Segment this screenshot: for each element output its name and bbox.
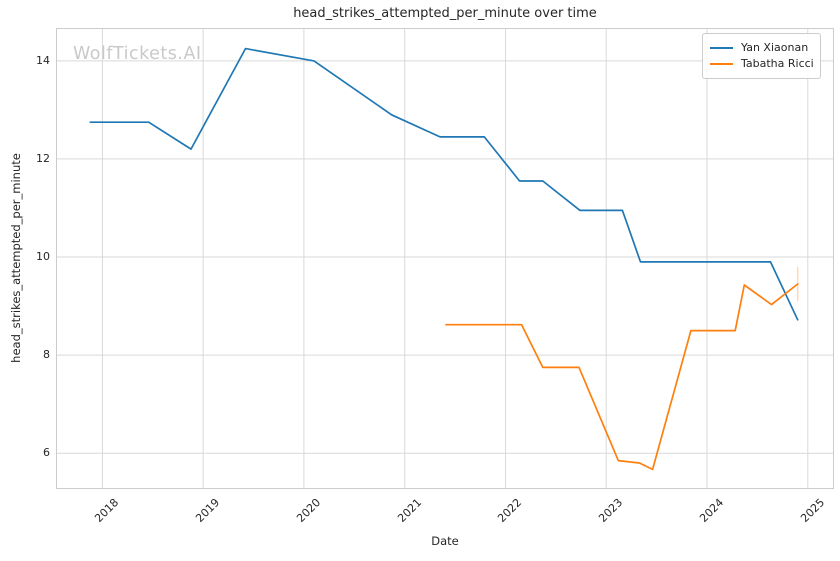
x-axis-label: Date [431, 534, 459, 548]
legend-label: Yan Xiaonan [741, 41, 809, 54]
y-tick-label: 8 [43, 348, 50, 362]
x-tick-label: 2024 [697, 496, 727, 525]
x-tick-label: 2023 [596, 496, 626, 525]
plot-border [56, 28, 834, 489]
legend-label: Tabatha Ricci [741, 57, 814, 70]
legend-line-swatch [710, 46, 733, 49]
x-tick-label: 2021 [394, 496, 424, 525]
x-tick-label: 2019 [193, 496, 223, 525]
x-tick-label: 2022 [495, 496, 525, 525]
legend-line-swatch [710, 62, 733, 65]
y-tick-label: 14 [36, 53, 50, 67]
watermark: WolfTickets.AI [73, 44, 202, 64]
plot-area: WolfTickets.AI Yan Xiaonan Tabatha Ricci [56, 28, 834, 489]
y-tick-label: 10 [36, 250, 50, 264]
legend: Yan Xiaonan Tabatha Ricci [702, 33, 821, 79]
y-tick-label: 6 [43, 446, 50, 460]
x-tick-label: 2025 [798, 496, 828, 525]
legend-item-yan-xiaonan: Yan Xiaonan [710, 40, 813, 55]
chart-title: head_strikes_attempted_per_minute over t… [293, 6, 597, 21]
x-tick-label: 2020 [294, 496, 324, 525]
plot-canvas [56, 28, 834, 489]
x-tick-label: 2018 [92, 496, 122, 525]
y-tick-label: 12 [36, 151, 50, 165]
legend-item-tabatha-ricci: Tabatha Ricci [710, 56, 814, 71]
